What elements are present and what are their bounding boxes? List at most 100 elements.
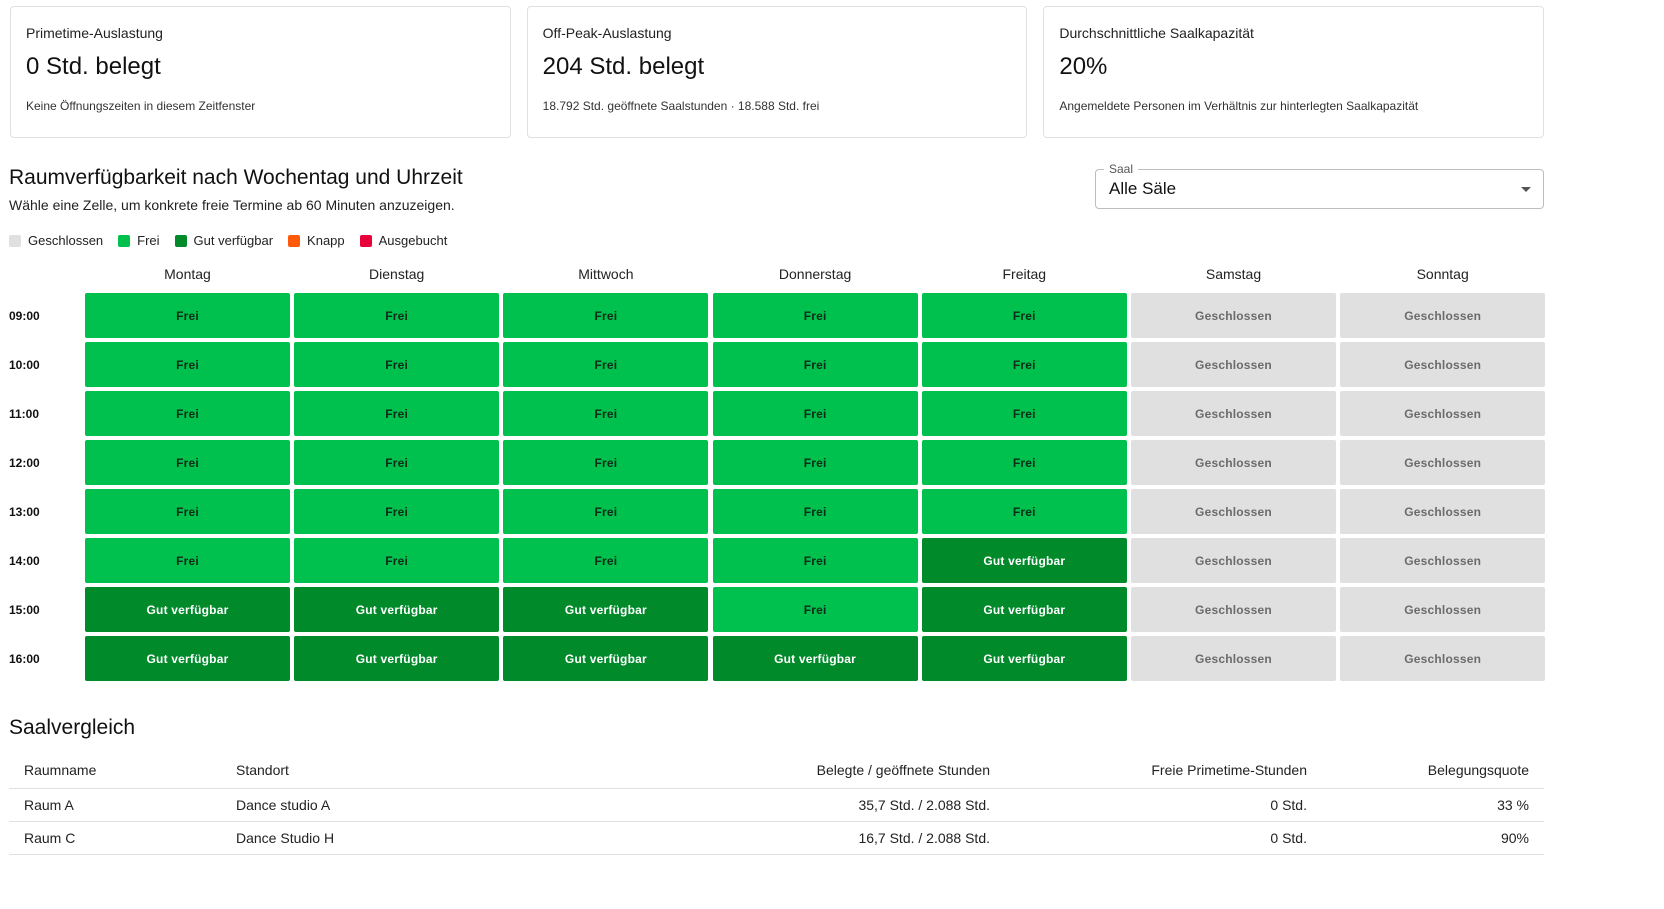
availability-cell[interactable]: Frei [503, 342, 709, 387]
legend-swatch [288, 234, 301, 247]
legend-label: Frei [137, 233, 160, 248]
availability-cell[interactable]: Frei [712, 587, 918, 632]
availability-cell[interactable]: Gut verfügbar [503, 636, 709, 681]
availability-cell[interactable]: Frei [503, 489, 709, 534]
time-label: 09:00 [9, 309, 40, 323]
availability-cell[interactable]: Gut verfügbar [712, 636, 918, 681]
availability-cell[interactable]: Geschlossen [1131, 489, 1336, 534]
availability-cell[interactable]: Frei [294, 293, 500, 338]
availability-cell[interactable]: Geschlossen [1340, 538, 1546, 583]
cell-room: Raum A [9, 788, 221, 822]
availability-cell[interactable]: Frei [85, 440, 290, 485]
availability-cell[interactable]: Geschlossen [1131, 636, 1336, 681]
availability-cell[interactable]: Frei [712, 538, 918, 583]
availability-cell[interactable]: Geschlossen [1340, 636, 1546, 681]
availability-cell[interactable]: Frei [712, 293, 918, 338]
legend-swatch [174, 234, 187, 247]
legend-item-ausgebucht: Ausgebucht [359, 233, 447, 248]
card-label: Primetime-Auslastung [26, 25, 163, 41]
card-label: Durchschnittliche Saalkapazität [1059, 25, 1254, 41]
day-header: Freitag [1002, 266, 1047, 282]
column-header-occupancy: Belegungsquote [1322, 753, 1544, 789]
availability-cell[interactable]: Gut verfügbar [503, 587, 709, 632]
day-header: Samstag [1205, 266, 1262, 282]
primetime-card: Primetime-Auslastung 0 Std. belegt Keine… [10, 6, 511, 138]
legend-item-frei: Frei [118, 233, 160, 248]
availability-cell[interactable]: Gut verfügbar [921, 636, 1127, 681]
availability-cell[interactable]: Gut verfügbar [921, 587, 1127, 632]
cell-free-primetime: 0 Std. [1005, 788, 1322, 822]
availability-cell[interactable]: Frei [921, 489, 1127, 534]
availability-cell[interactable]: Frei [85, 538, 290, 583]
availability-cell[interactable]: Frei [85, 391, 290, 436]
time-label: 12:00 [9, 456, 40, 470]
chevron-down-icon[interactable] [1521, 187, 1531, 192]
availability-cell[interactable]: Frei [503, 440, 709, 485]
availability-cell[interactable]: Frei [294, 489, 500, 534]
time-label: 14:00 [9, 554, 40, 568]
availability-cell[interactable]: Frei [921, 391, 1127, 436]
availability-cell[interactable]: Frei [503, 391, 709, 436]
cell-hours: 35,7 Std. / 2.088 Std. [471, 788, 1005, 822]
cell-free-primetime: 0 Std. [1005, 821, 1322, 855]
availability-cell[interactable]: Geschlossen [1340, 489, 1546, 534]
availability-cell[interactable]: Geschlossen [1340, 391, 1546, 436]
day-header: Sonntag [1416, 266, 1469, 282]
availability-cell[interactable]: Geschlossen [1340, 293, 1546, 338]
room-select[interactable]: Saal Alle Säle [1095, 162, 1544, 209]
availability-cell[interactable]: Frei [921, 293, 1127, 338]
day-header: Donnerstag [778, 266, 852, 282]
comparison-table: Raumname Standort Belegte / geöffnete St… [9, 753, 1544, 855]
card-subtext: Angemeldete Personen im Verhältnis zur h… [1059, 99, 1419, 113]
availability-cell[interactable]: Geschlossen [1131, 293, 1336, 338]
card-subtext: 18.792 Std. geöffnete Saalstunden · 18.5… [542, 99, 820, 113]
availability-cell[interactable]: Geschlossen [1131, 440, 1336, 485]
availability-cell[interactable]: Gut verfügbar [294, 587, 500, 632]
offpeak-card: Off-Peak-Auslastung 204 Std. belegt 18.7… [526, 6, 1028, 138]
availability-cell[interactable]: Frei [503, 293, 709, 338]
availability-cell[interactable]: Frei [712, 391, 918, 436]
cell-occupancy: 33 % [1322, 788, 1544, 822]
cell-hours: 16,7 Std. / 2.088 Std. [471, 821, 1005, 855]
card-value: 204 Std. belegt [542, 53, 705, 80]
availability-cell[interactable]: Frei [294, 440, 500, 485]
availability-legend: Geschlossen Frei Gut verfügbar Knapp Aus… [9, 233, 462, 248]
availability-hint: Wähle eine Zelle, um konkrete freie Term… [9, 197, 455, 213]
availability-cell[interactable]: Frei [712, 440, 918, 485]
availability-cell[interactable]: Geschlossen [1131, 391, 1336, 436]
availability-cell[interactable]: Frei [294, 342, 500, 387]
room-select-label: Saal [1104, 162, 1139, 176]
availability-cell[interactable]: Frei [712, 489, 918, 534]
legend-item-gut-verfuegbar: Gut verfügbar [174, 233, 274, 248]
summary-cards: Primetime-Auslastung 0 Std. belegt Keine… [10, 6, 1545, 138]
availability-cell[interactable]: Frei [85, 293, 290, 338]
cell-location: Dance Studio H [221, 821, 471, 855]
availability-cell[interactable]: Geschlossen [1131, 342, 1336, 387]
legend-label: Gut verfügbar [193, 233, 274, 248]
time-label: 16:00 [9, 652, 40, 666]
availability-cell[interactable]: Frei [294, 538, 500, 583]
availability-cell[interactable]: Geschlossen [1131, 538, 1336, 583]
availability-cell[interactable]: Geschlossen [1131, 587, 1336, 632]
time-label: 10:00 [9, 358, 40, 372]
availability-title: Raumverfügbarkeit nach Wochentag und Uhr… [9, 166, 463, 189]
availability-cell[interactable]: Gut verfügbar [85, 587, 290, 632]
availability-cell[interactable]: Gut verfügbar [921, 538, 1127, 583]
card-value: 20% [1059, 53, 1108, 80]
availability-cell[interactable]: Geschlossen [1340, 440, 1546, 485]
availability-cell[interactable]: Frei [712, 342, 918, 387]
availability-cell[interactable]: Gut verfügbar [85, 636, 290, 681]
room-select-value[interactable]: Alle Säle [1109, 179, 1177, 198]
availability-cell[interactable]: Frei [294, 391, 500, 436]
availability-cell[interactable]: Frei [921, 440, 1127, 485]
availability-cell[interactable]: Frei [85, 342, 290, 387]
table-header-row: Raumname Standort Belegte / geöffnete St… [9, 753, 1544, 789]
cell-room: Raum C [9, 821, 221, 855]
availability-cell[interactable]: Frei [85, 489, 290, 534]
availability-cell[interactable]: Gut verfügbar [294, 636, 500, 681]
availability-cell[interactable]: Geschlossen [1340, 342, 1546, 387]
availability-cell[interactable]: Frei [503, 538, 709, 583]
capacity-card: Durchschnittliche Saalkapazität 20% Ange… [1043, 6, 1545, 138]
availability-cell[interactable]: Geschlossen [1340, 587, 1546, 632]
availability-cell[interactable]: Frei [921, 342, 1127, 387]
